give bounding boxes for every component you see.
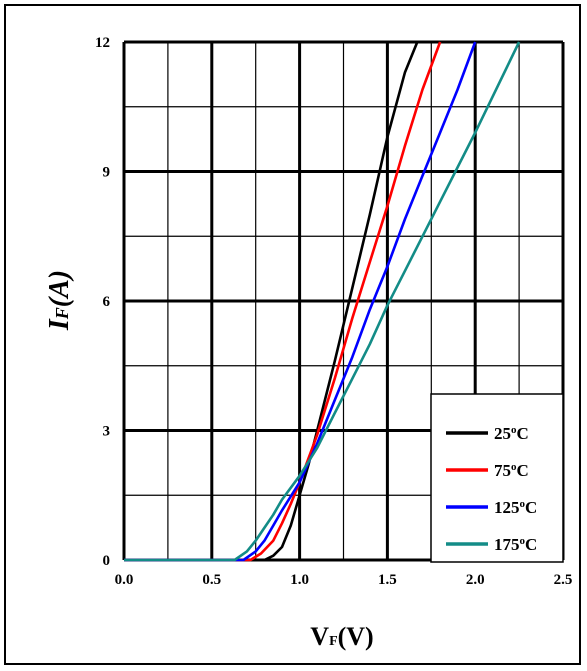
grid (122, 40, 565, 562)
legend-label-25C: 25oC (494, 424, 529, 443)
legend-box (430, 393, 564, 563)
legend: 25oC 75oC 125oC 175oC (430, 393, 564, 563)
y-axis-title: IF(A) (44, 270, 75, 331)
y-tick-label: 9 (103, 165, 111, 181)
y-tick-label: 0 (103, 553, 111, 569)
y-tick-label: 6 (103, 294, 111, 310)
x-tick-label: 0.0 (115, 572, 134, 588)
x-tick-label: 2.0 (466, 572, 485, 588)
y-tick-label: 3 (103, 424, 111, 440)
x-tick-label: 1.5 (378, 572, 397, 588)
y-tick-label: 12 (95, 35, 110, 51)
x-tick-label: 0.5 (202, 572, 221, 588)
series-line-75C (124, 41, 442, 562)
x-axis-title: VF(V) (310, 622, 373, 651)
legend-label-175C: 175oC (494, 535, 537, 554)
legend-label-75C: 75oC (494, 461, 529, 480)
x-tick-label: 2.5 (554, 572, 573, 588)
legend-label-125C: 125oC (494, 498, 537, 517)
series-line-175C (124, 41, 521, 562)
series-line-125C (124, 41, 477, 562)
series-lines (124, 41, 521, 562)
x-tick-label: 1.0 (290, 572, 309, 588)
tick-labels: 0.0 0.5 1.0 1.5 2.0 2.5 0 3 6 9 12 (95, 35, 572, 588)
